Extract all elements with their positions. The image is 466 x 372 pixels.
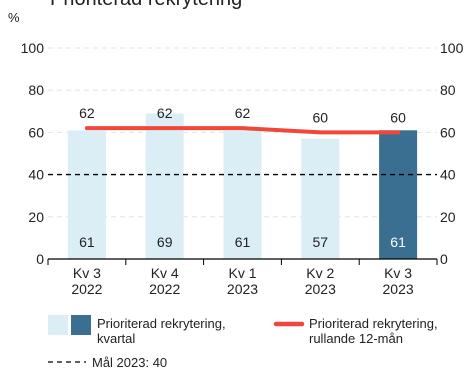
y-tick-label-right: 100 [440, 40, 464, 56]
x-tick-label: Kv 4 [151, 265, 179, 281]
x-tick-label: 2022 [149, 281, 180, 297]
line-value-label: 62 [157, 105, 173, 121]
legend-label-line: rullande 12-mån [309, 331, 403, 346]
y-tick-label-right: 80 [440, 82, 456, 98]
line-value-label: 62 [235, 105, 251, 121]
y-tick-label-right: 60 [440, 124, 456, 140]
legend: Prioriterad rekrytering,kvartalPrioriter… [48, 315, 438, 370]
legend-label-target: Mål 2023: 40 [92, 355, 167, 370]
bar-value-label: 61 [235, 234, 251, 250]
line-labels: 62 62 62 60 60 [79, 105, 406, 125]
bar [379, 130, 418, 259]
y-tick-label-right: 40 [440, 167, 456, 183]
x-tick-label: 2023 [305, 281, 336, 297]
y-tick-label-left: 80 [28, 82, 44, 98]
x-tick-label: 2022 [71, 281, 102, 297]
x-tick-label: Kv 2 [306, 265, 334, 281]
line-value-label: 62 [79, 105, 95, 121]
legend-label-bar: kvartal [97, 331, 135, 346]
x-tick-label: 2023 [383, 281, 414, 297]
y-tick-label-left: 40 [28, 167, 44, 183]
legend-swatch-bar-dark [71, 315, 91, 335]
y-tick-label-left: 100 [21, 40, 45, 56]
bar [301, 138, 340, 259]
line-value-label: 60 [390, 109, 406, 125]
legend-label-line: Prioriterad rekrytering, [309, 316, 438, 331]
bar [145, 113, 184, 259]
legend-label-bar: Prioriterad rekrytering, [97, 316, 226, 331]
line-series [84, 126, 401, 135]
y-tick-label-right: 0 [440, 251, 448, 267]
y-tick-label-left: 20 [28, 209, 44, 225]
rolling-line [84, 126, 401, 135]
bars [67, 113, 418, 259]
y-tick-label-left: 60 [28, 124, 44, 140]
bar [67, 130, 106, 259]
y-axis-label: % [8, 10, 20, 25]
y-tick-label-right: 20 [440, 209, 456, 225]
bar-value-label: 57 [313, 234, 329, 250]
bar-value-label: 61 [79, 234, 95, 250]
chart-title: Prioriterad rekrytering [50, 0, 242, 10]
x-tick-label: Kv 3 [384, 265, 412, 281]
bar-value-label: 69 [157, 234, 173, 250]
bar [223, 130, 262, 259]
x-tick-label: Kv 3 [73, 265, 101, 281]
bar-value-label: 61 [390, 234, 406, 250]
y-tick-label-left: 0 [36, 251, 44, 267]
line-value-label: 60 [313, 109, 329, 125]
x-tick-label: 2023 [227, 281, 258, 297]
bar-labels: 61 69 61 57 61 [79, 234, 406, 250]
x-tick-label: Kv 1 [228, 265, 256, 281]
legend-swatch-bar-light [48, 315, 68, 335]
